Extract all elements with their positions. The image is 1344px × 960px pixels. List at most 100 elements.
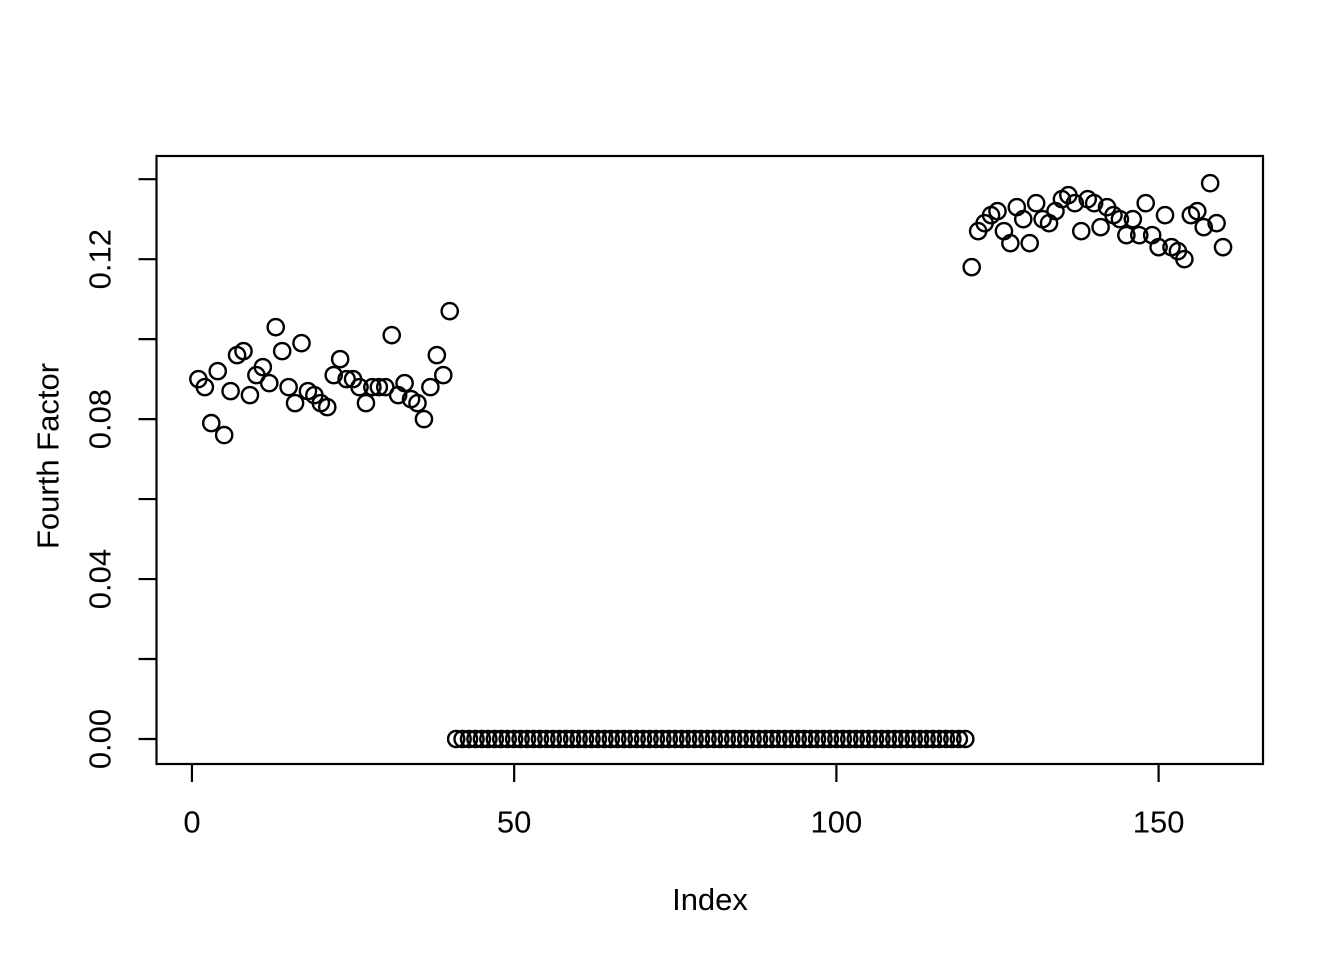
- data-point: [698, 729, 717, 749]
- data-point: [1013, 209, 1033, 229]
- data-point: [653, 729, 672, 749]
- data-point: [943, 729, 962, 749]
- data-point: [769, 729, 788, 749]
- data-point: [730, 729, 750, 749]
- data-point: [1110, 209, 1130, 229]
- data-point: [827, 729, 846, 749]
- data-point: [575, 729, 595, 749]
- data-point: [910, 729, 930, 749]
- y-axis-title: Fourth Factor: [30, 362, 66, 550]
- data-point: [524, 729, 543, 749]
- data-point: [582, 729, 601, 749]
- data-point: [472, 729, 492, 749]
- data-point: [749, 729, 769, 749]
- data-point: [1117, 225, 1136, 245]
- data-point: [595, 729, 614, 749]
- data-point: [1207, 213, 1226, 233]
- data-point: [421, 377, 440, 397]
- data-point: [633, 729, 653, 749]
- y-axis: 0.00 0.04 0.08 0.12: [83, 178, 157, 769]
- data-point: [272, 341, 292, 361]
- data-point: [1071, 221, 1091, 241]
- data-point: [1084, 193, 1104, 213]
- x-tick-label: 150: [1133, 805, 1185, 840]
- x-axis-title: Index: [672, 882, 748, 917]
- data-point: [962, 257, 982, 277]
- data-point: [659, 729, 679, 749]
- data-point: [569, 729, 588, 749]
- data-point: [395, 373, 414, 393]
- data-point: [240, 385, 260, 405]
- data-point: [1136, 193, 1156, 213]
- data-point: [897, 729, 917, 749]
- data-point: [562, 729, 582, 749]
- data-point: [433, 365, 453, 385]
- data-point: [530, 729, 550, 749]
- data-point: [453, 729, 472, 749]
- data-point: [846, 729, 866, 749]
- data-point: [414, 409, 434, 429]
- data-point: [253, 357, 273, 377]
- data-point: [440, 301, 460, 321]
- data-point: [1187, 201, 1207, 221]
- data-point: [504, 729, 524, 749]
- data-point: [369, 377, 389, 397]
- data-point: [549, 729, 569, 749]
- data-point: [1026, 193, 1046, 213]
- data-point: [363, 377, 382, 397]
- data-point: [1194, 217, 1214, 237]
- data-point: [337, 369, 356, 389]
- data-point: [833, 729, 853, 749]
- x-tick-label: 0: [183, 805, 200, 840]
- data-point: [356, 393, 376, 413]
- data-point: [665, 729, 685, 749]
- data-point: [1091, 217, 1110, 237]
- x-tick-label: 100: [811, 805, 863, 840]
- data-point: [1213, 237, 1233, 257]
- data-point: [885, 729, 904, 749]
- data-point: [459, 729, 479, 749]
- data-point: [691, 729, 711, 749]
- y-tick-label: 0.12: [83, 229, 118, 289]
- data-point: [1020, 233, 1040, 253]
- data-point: [762, 729, 782, 749]
- data-point: [511, 729, 530, 749]
- data-point: [279, 377, 298, 397]
- data-point: [736, 729, 756, 749]
- data-point: [259, 373, 279, 393]
- data-point: [865, 729, 885, 749]
- data-point: [292, 333, 311, 353]
- data-point: [640, 729, 659, 749]
- data-point: [1065, 193, 1085, 213]
- data-point: [324, 365, 344, 385]
- data-point: [485, 729, 505, 749]
- data-point: [781, 729, 801, 749]
- data-point: [556, 729, 576, 749]
- data-point: [949, 729, 969, 749]
- data-point: [936, 729, 956, 749]
- data-point: [756, 729, 775, 749]
- data-point: [988, 201, 1007, 221]
- data-point: [627, 729, 646, 749]
- data-point: [498, 729, 518, 749]
- y-tick-label: 0.08: [83, 389, 118, 449]
- data-point: [201, 413, 221, 433]
- data-point: [872, 729, 891, 749]
- data-point: [839, 729, 859, 749]
- data-point: [794, 729, 814, 749]
- data-point: [537, 729, 556, 749]
- data-point: [859, 729, 878, 749]
- plot-box: [155, 154, 1265, 766]
- data-point: [607, 729, 627, 749]
- data-point: [588, 729, 608, 749]
- data-point: [814, 729, 833, 749]
- data-point: [801, 729, 820, 749]
- data-point: [788, 729, 808, 749]
- data-point: [620, 729, 640, 749]
- data-point: [234, 341, 253, 361]
- data-point: [427, 345, 447, 365]
- data-point: [955, 729, 975, 749]
- data-point: [723, 729, 743, 749]
